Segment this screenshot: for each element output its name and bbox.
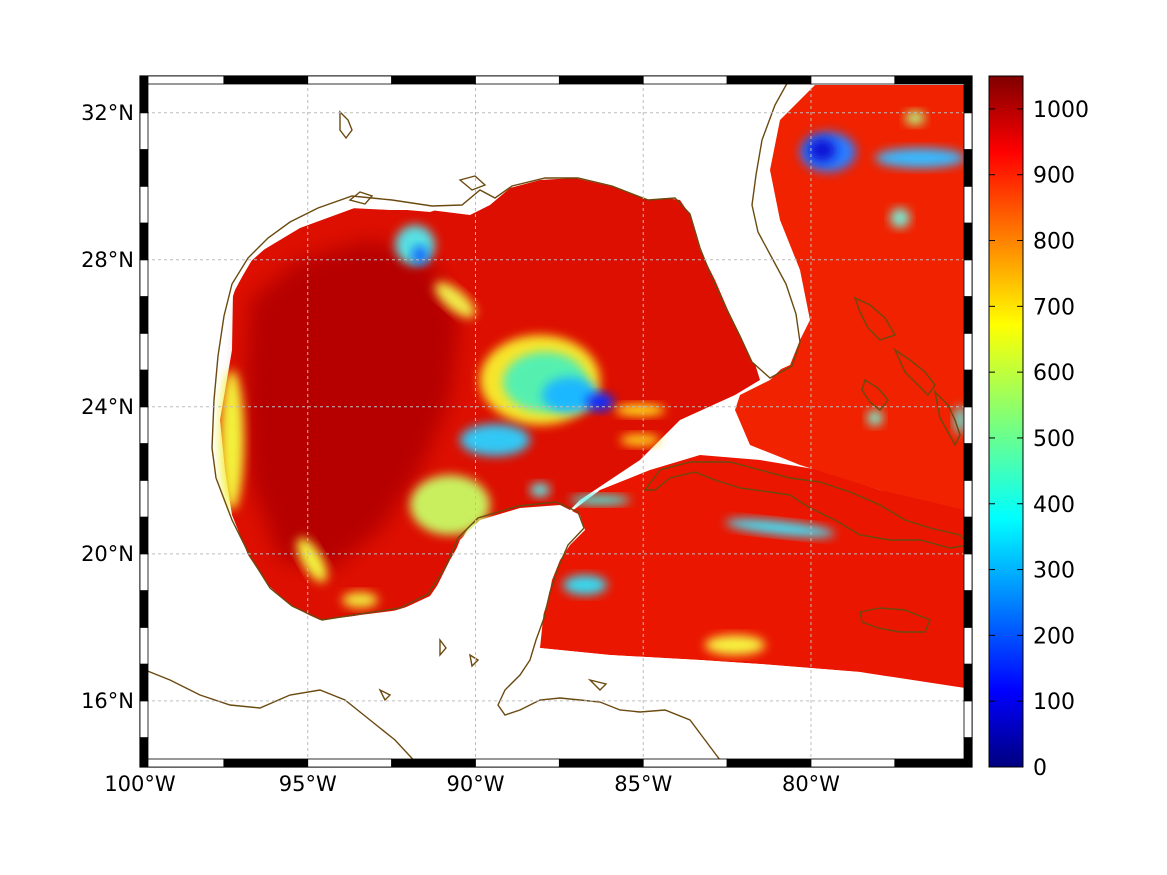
colorbar-tick-label: 300: [1033, 559, 1075, 584]
frame-bar-left: [139, 149, 149, 187]
frame-bar-top: [391, 75, 476, 85]
frame-bar-right: [963, 590, 973, 628]
frame-bar-bottom: [642, 758, 728, 768]
graticule: [140, 76, 972, 767]
frame-bar-right: [963, 553, 973, 591]
colorbar-tick-label: 400: [1033, 493, 1075, 518]
frame-bar-right: [963, 626, 973, 665]
frame-bar-left: [139, 112, 149, 150]
frame-bar-left: [139, 406, 149, 444]
frame-bar-left: [139, 259, 149, 297]
frame-bar-bottom: [139, 758, 225, 768]
frame-bar-right: [963, 369, 973, 408]
frame-bar-bottom: [307, 758, 393, 768]
colorbar-tick-label: 900: [1033, 164, 1075, 189]
frame-bar-left: [139, 700, 149, 738]
gulf-west-deep-field: [245, 240, 460, 570]
frame-bar-top: [810, 75, 896, 85]
colorbar: 0 100 200 300 400 500 600 700 800 900 1000: [988, 75, 1089, 781]
atlantic-field: [735, 85, 965, 510]
frame-bar-right: [963, 75, 973, 114]
lon-tick-label: 100°W: [104, 772, 176, 796]
frame-bar-right: [963, 516, 973, 555]
frame-bar-right: [963, 112, 973, 150]
frame-bar-right: [963, 406, 973, 444]
frame-bar-left: [139, 296, 149, 334]
frame-bar-top: [475, 75, 560, 85]
frame-bar-top: [139, 75, 225, 85]
frame-bar-top: [726, 75, 812, 85]
frame-bar-top: [223, 75, 309, 85]
colorbar-ramp: [988, 75, 1024, 768]
lon-tick-label: 80°W: [782, 772, 840, 796]
frame-bar-bottom: [475, 758, 560, 768]
frame-bar-top: [642, 75, 728, 85]
lat-tick-label: 28°N: [81, 248, 134, 272]
coastlines: [140, 77, 970, 767]
frame-bar-right: [963, 296, 973, 334]
frame-bar-right: [963, 737, 973, 768]
colorbar-tick-label: 1000: [1033, 98, 1089, 123]
colorbar-tick-label: 500: [1033, 427, 1075, 452]
frame-bar-bottom: [223, 758, 309, 768]
latitude-tick-labels: 16°N 20°N 24°N 28°N 32°N: [81, 101, 134, 713]
map-plot-area: [139, 75, 973, 768]
frame-bar-left: [139, 332, 149, 371]
lat-tick-label: 16°N: [81, 689, 134, 713]
frame-bar-left: [139, 479, 149, 518]
colorbar-tick-label: 100: [1033, 690, 1075, 715]
colorbar-tick-label: 200: [1033, 624, 1075, 649]
colorbar-tick-label: 0: [1033, 756, 1047, 781]
frame-bar-bottom: [726, 758, 812, 768]
colorbar-tick-label: 600: [1033, 361, 1075, 386]
map-frame-bars: [139, 75, 973, 768]
frame-bar-right: [963, 259, 973, 297]
frame-bar-left: [139, 737, 149, 768]
lat-tick-label: 32°N: [81, 101, 134, 125]
frame-bar-left: [139, 663, 149, 702]
colorbar-ticks: 0 100 200 300 400 500 600 700 800 900 1000: [989, 98, 1089, 781]
frame-bar-right: [963, 443, 973, 481]
frame-bar-right: [963, 663, 973, 702]
anomalies: [220, 111, 966, 655]
frame-bar-top: [558, 75, 644, 85]
colorbar-tick-label: 800: [1033, 230, 1075, 255]
frame-bar-left: [139, 369, 149, 408]
frame-bar-bottom: [810, 758, 896, 768]
caribbean-field: [540, 455, 965, 688]
colorbar-tick-label: 700: [1033, 295, 1075, 320]
frame-bar-right: [963, 185, 973, 224]
frame-bar-left: [139, 626, 149, 665]
lon-tick-label: 85°W: [614, 772, 672, 796]
frame-bar-left: [139, 516, 149, 555]
frame-bar-left: [139, 590, 149, 628]
longitude-tick-labels: 100°W 95°W 90°W 85°W 80°W: [104, 772, 840, 796]
lon-tick-label: 95°W: [279, 772, 337, 796]
frame-bar-right: [963, 700, 973, 738]
frame-bar-top: [307, 75, 393, 85]
lat-tick-label: 24°N: [81, 395, 134, 419]
frame-bar-right: [963, 149, 973, 187]
frame-bar-right: [963, 332, 973, 371]
frame-bar-top: [894, 75, 973, 85]
frame-bar-left: [139, 443, 149, 481]
lat-tick-label: 20°N: [81, 542, 134, 566]
frame-bar-right: [963, 222, 973, 261]
frame-bar-bottom: [391, 758, 476, 768]
frame-bar-left: [139, 222, 149, 261]
land-mask: [140, 76, 972, 767]
frame-bar-left: [139, 75, 149, 114]
frame-bar-bottom: [894, 758, 973, 768]
heatmap-field: [140, 76, 972, 767]
frame-bar-right: [963, 479, 973, 518]
frame-bar-left: [139, 185, 149, 224]
lon-tick-label: 90°W: [446, 772, 504, 796]
frame-bar-bottom: [558, 758, 644, 768]
frame-bar-left: [139, 553, 149, 591]
